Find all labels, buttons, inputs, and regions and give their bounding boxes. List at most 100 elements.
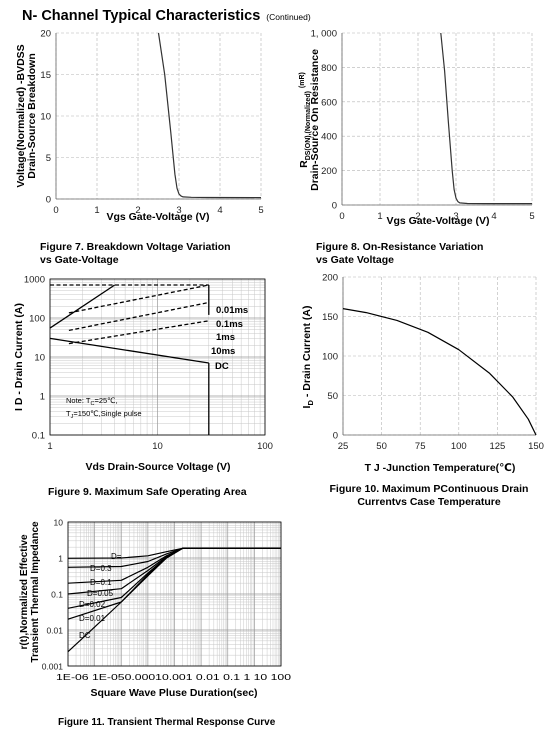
fig9-note-text-2: =25℃,	[94, 396, 117, 405]
fig7-y-axis-label-line-2: Drain-Source Breakdown	[26, 53, 38, 178]
fig7-chart: 0 1 2 3 4 5 0 5 10 15 20 Vgs Gate-Voltage (V) Voltag…	[15, 29, 264, 224]
fig10-y-axis-label: ID - Drain Current (A)	[301, 306, 315, 409]
fig7-x-tick-label: 3	[176, 205, 181, 216]
fig8-x-tick-label: 2	[415, 211, 420, 222]
fig8-y-axis-label-unit: (mR)	[299, 72, 306, 88]
fig10-y-tick-label: 100	[322, 352, 338, 363]
fig7-x-tick-label: 5	[258, 205, 263, 216]
fig10-caption: Figure 10. Maximum PContinuous Drain Cur…	[313, 483, 545, 509]
fig9-y-tick-label: 10	[34, 353, 45, 364]
fig8-y-tick-label: 400	[321, 132, 337, 143]
fig8-y-tick-label: 1, 000	[311, 29, 337, 40]
fig10-y-axis-label-i: I	[301, 405, 313, 408]
fig10-chart: 25 50 75 100 125 150 0 50 100 150 200 T J -Junction…	[301, 273, 544, 475]
fig11-x-axis-label: Square Wave Pluse Duration(sec)	[90, 687, 257, 699]
fig10-x-tick-label: 125	[489, 441, 505, 452]
fig9-x-tick-label: 100	[257, 441, 273, 452]
fig9-series-4	[49, 337, 209, 364]
fig7-x-tick-label: 0	[53, 205, 58, 216]
fig8-y-tick-label: 0	[332, 201, 337, 212]
fig9-y-tick-label: 1000	[24, 275, 45, 286]
fig9-caption: Figure 9. Maximum Safe Operating Area	[48, 486, 247, 499]
fig10-x-tick-label: 75	[415, 441, 426, 452]
fig9-series-label-2: 1ms	[216, 332, 235, 343]
fig11-y-axis-label-line-1: r(t),Normalized Effective	[19, 534, 30, 649]
fig9-series-3	[68, 320, 209, 345]
page-subtitle: (Continued)	[266, 12, 311, 22]
fig9-y-tick-label: 100	[29, 314, 45, 325]
fig7-x-tick-label: 2	[135, 205, 140, 216]
fig10-y-axis-label-sub: D	[306, 400, 315, 406]
fig10-y-tick-label: 200	[322, 273, 338, 284]
fig8-x-tick-label: 0	[339, 211, 344, 222]
fig8-chart: 0 1 2 3 4 5 0 200 400 600 800 1, 000 Vgs Gate-Voltag…	[298, 29, 535, 228]
fig9-grid	[49, 278, 266, 436]
fig8-caption-line-1: Figure 8. On-Resistance Variation	[316, 241, 484, 253]
fig11-series-label-1: D=0.3	[90, 564, 112, 573]
fig10-series-0	[342, 308, 537, 436]
fig10-grid	[342, 276, 537, 436]
fig7-x-tick-label: 4	[217, 205, 222, 216]
fig9-frame	[49, 278, 266, 436]
fig10-x-tick-label: 150	[528, 441, 544, 452]
fig8-y-axis-label-r: R	[298, 160, 310, 168]
fig7-y-tick-label: 0	[46, 195, 51, 206]
fig8-x-tick-label: 1	[377, 211, 382, 222]
fig9-x-axis-label: Vds Drain-Source Voltage (V)	[85, 461, 230, 473]
fig11-series-label-0: D=	[111, 552, 122, 561]
fig11-y-tick-label: 0.1	[51, 590, 63, 600]
fig7-caption-line-2: vs Gate-Voltage	[40, 254, 119, 266]
fig8-series-0	[440, 32, 532, 205]
fig11-series-label-5: D=0.01	[79, 614, 106, 623]
fig9-y-tick-label: 1	[40, 392, 45, 403]
fig11-chart: 1E-06 1E-050.00010.001 0.01 0.1 1 10 100…	[19, 518, 291, 700]
fig9-series-2	[68, 301, 209, 332]
fig11-series-6	[67, 547, 281, 653]
fig11-series-label-4: D=0.02	[79, 600, 106, 609]
fig11-caption-line-1: Figure 11. Transient Thermal Response Cu…	[58, 717, 276, 728]
fig7-x-tick-label: 1	[94, 205, 99, 216]
fig11-x-tick-labels: 1E-06 1E-050.00010.001 0.01 0.1 1 10 100	[56, 672, 291, 682]
fig9-series-5	[49, 284, 116, 329]
fig9-x-tick-label: 10	[152, 441, 163, 452]
fig11-y-axis-label: r(t),Normalized EffectiveTransient Therm…	[19, 521, 41, 663]
fig10-x-tick-label: 25	[338, 441, 349, 452]
fig11-series-label-6: DC	[79, 631, 91, 640]
fig7-caption-line-1: Figure 7. Breakdown Voltage Variation	[40, 241, 231, 253]
fig10-x-tick-label: 100	[451, 441, 467, 452]
fig8-x-axis-label: Vgs Gate-Voltage (V)	[386, 215, 489, 227]
fig7-x-axis-label: Vgs Gate-Voltage (V)	[106, 211, 209, 223]
fig9-series-label-1: 0.1ms	[216, 319, 243, 330]
fig8-y-axis-label-line-2: Drain-Source On Resistance	[309, 49, 321, 191]
fig7-grid	[55, 32, 262, 200]
fig10-caption-line-1: Figure 10. Maximum PContinuous Drain	[329, 483, 529, 495]
fig11-series-label-3: D=0.05	[87, 589, 114, 598]
fig11-grid	[67, 521, 282, 667]
fig7-y-tick-label: 10	[40, 112, 51, 123]
fig10-caption-line-2: Currentvs Case Temperature	[357, 496, 501, 508]
fig7-y-tick-label: 20	[40, 29, 51, 40]
fig11-y-tick-label: 0.01	[46, 626, 63, 636]
fig8-grid	[341, 32, 533, 206]
fig8-y-tick-label: 800	[321, 63, 337, 74]
fig7-y-axis-label-line-1: Voltage(Normalized) -BVDSS	[15, 44, 27, 187]
fig9-note-text-3: T	[66, 409, 71, 418]
fig7-y-axis-label: Voltage(Normalized) -BVDSSDrain-Source B…	[15, 44, 38, 187]
fig9-y-tick-label: 0.1	[32, 431, 45, 442]
fig8-x-tick-label: 5	[529, 211, 534, 222]
fig7-y-tick-label: 5	[46, 153, 51, 164]
fig7-series-0	[157, 32, 262, 199]
fig9-caption-line-1: Figure 9. Maximum Safe Operating Area	[48, 486, 247, 498]
fig11-y-tick-label: 1	[58, 554, 63, 564]
fig11-series-label-2: D=0.1	[90, 578, 112, 587]
fig9-x-tick-label: 1	[47, 441, 52, 452]
fig9-note-text-4: =150℃,Single pulse	[73, 409, 141, 418]
fig8-y-axis-label: RDS(ON),(Normalized) (mR) Drain-Source On …	[298, 49, 321, 191]
page-title-text: N- Channel Typical Characteristics	[22, 8, 261, 24]
fig9-note-line-2: TJ=150℃,Single pulse	[66, 409, 142, 420]
fig8-caption: Figure 8. On-Resistance Variation vs Gat…	[316, 241, 483, 267]
fig8-x-tick-label: 4	[491, 211, 496, 222]
fig11-y-tick-label: 0.001	[42, 662, 64, 672]
